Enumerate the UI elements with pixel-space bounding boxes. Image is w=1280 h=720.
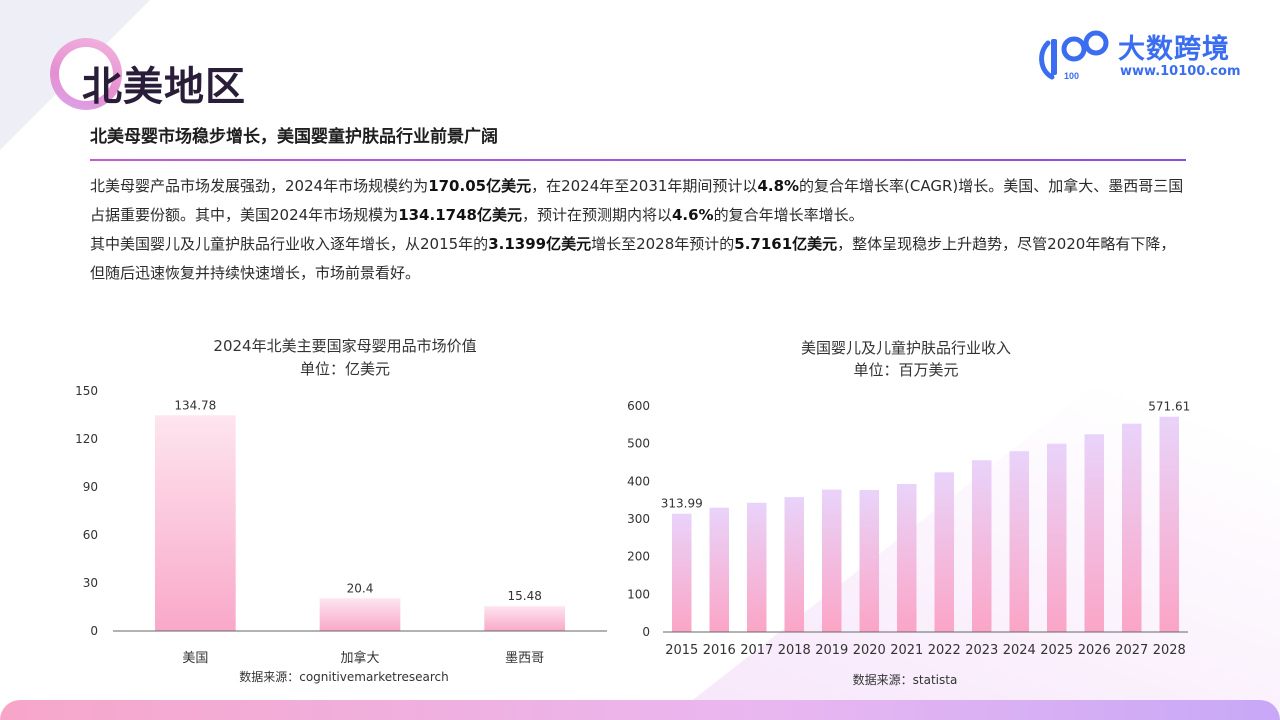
chart-left-title: 2024年北美主要国家母婴用品市场价值	[213, 337, 476, 355]
x-tick-label: 2022	[928, 643, 961, 658]
y-tick-label: 60	[83, 528, 98, 542]
x-tick-label: 2019	[815, 643, 848, 658]
data-label: 571.61	[1148, 400, 1190, 414]
data-label: 313.99	[661, 497, 703, 511]
paragraph-text: ，预计在预测期内将以	[521, 206, 672, 224]
highlight-figure: 5.7161亿美元	[734, 235, 838, 253]
x-tick-label: 2026	[1078, 643, 1111, 658]
x-tick-label: 美国	[182, 651, 208, 666]
section-divider	[90, 159, 1186, 161]
x-tick-label: 2017	[740, 643, 773, 658]
chart-left-source: 数据来源：cognitivemarketresearch	[239, 669, 449, 684]
chart-right-source: 数据来源：statista	[853, 672, 958, 687]
highlight-figure: 4.6%	[671, 206, 714, 224]
x-tick-label: 2024	[1003, 643, 1036, 658]
bar	[1047, 443, 1067, 632]
bar	[1009, 451, 1029, 632]
y-tick-label: 200	[627, 550, 650, 564]
x-tick-label: 墨西哥	[505, 651, 544, 666]
bar	[484, 606, 566, 631]
highlight-figure: 4.8%	[757, 177, 800, 195]
bar	[897, 483, 917, 632]
paragraph-text: ，在2024年至2031年期间预计以	[531, 177, 758, 195]
bar	[154, 415, 236, 631]
logo: 100 大数跨境 www.10100.com	[1038, 27, 1250, 83]
body-text: 北美母婴产品市场发展强劲，2024年市场规模约为170.05亿美元，在2024年…	[90, 172, 1190, 288]
paragraph-text: 的复合年增长率增长。	[713, 206, 864, 224]
x-tick-label: 2023	[965, 643, 998, 658]
chart-right-title: 美国婴儿及儿童护肤品行业收入	[801, 339, 1011, 357]
y-tick-label: 0	[642, 625, 650, 639]
x-tick-label: 2025	[1040, 643, 1073, 658]
page-title: 北美地区	[82, 64, 246, 110]
paragraph-text: 北美母婴产品市场发展强劲，2024年市场规模约为	[90, 177, 429, 195]
x-tick-label: 加拿大	[340, 650, 379, 666]
bar	[1084, 434, 1104, 632]
y-tick-label: 90	[83, 480, 98, 494]
paragraph-market-overview: 北美母婴产品市场发展强劲，2024年市场规模约为170.05亿美元，在2024年…	[90, 172, 1190, 230]
bar	[934, 472, 954, 632]
y-tick-label: 600	[627, 399, 650, 413]
data-label: 20.4	[347, 581, 374, 595]
y-tick-label: 150	[75, 384, 98, 398]
paragraph-text: ，整体呈现稳步上升趋势，尽管2020年略有下降，但随后迅速恢复并持续快速增长，市…	[90, 235, 1176, 282]
y-tick-label: 30	[83, 576, 98, 590]
bottom-accent-bar	[0, 700, 1280, 720]
highlight-figure: 134.1748亿美元	[398, 206, 522, 224]
data-label: 134.78	[174, 398, 216, 412]
y-tick-label: 500	[627, 437, 650, 451]
y-tick-label: 100	[627, 587, 650, 601]
x-tick-label: 2018	[778, 643, 811, 658]
bar	[784, 497, 804, 632]
bar	[1159, 416, 1179, 632]
section-subtitle: 北美母婴市场稳步增长，美国婴童护肤品行业前景广阔	[90, 127, 498, 147]
chart-us-skincare-revenue: 美国婴儿及儿童护肤品行业收入 单位：百万美元 0 100 200 300 400 500 6…	[627, 339, 1190, 687]
chart-left-unit: 单位：亿美元	[300, 360, 390, 378]
bar	[859, 489, 879, 632]
bar	[319, 598, 401, 631]
highlight-figure: 170.05亿美元	[428, 177, 532, 195]
logo-url-text: www.10100.com	[1120, 64, 1241, 79]
x-tick-label: 2015	[665, 643, 698, 658]
bar	[972, 460, 992, 632]
y-tick-label: 400	[627, 474, 650, 488]
chart-north-america-market-value: 2024年北美主要国家母婴用品市场价值 单位：亿美元 0 30 60 90 120 150…	[75, 337, 607, 684]
highlight-figure: 3.1399亿美元	[488, 235, 592, 253]
title-ring-decoration	[50, 38, 122, 110]
bar	[672, 513, 692, 632]
paragraph-text: 增长至2028年预计的	[591, 235, 735, 253]
y-tick-label: 300	[627, 512, 650, 526]
y-tick-label: 0	[90, 624, 98, 638]
x-tick-label: 2021	[890, 643, 923, 658]
bar	[747, 502, 767, 632]
bar	[822, 489, 842, 632]
x-tick-label: 2028	[1153, 643, 1186, 658]
bar	[1122, 423, 1142, 632]
x-tick-label: 2020	[853, 643, 886, 658]
y-tick-label: 120	[75, 432, 98, 446]
chart-right-unit: 单位：百万美元	[853, 361, 958, 379]
logo-brand-text: 大数跨境	[1118, 34, 1230, 65]
bar	[709, 507, 729, 632]
svg-text:100: 100	[1064, 71, 1079, 81]
paragraph-text: 的复合年增长率(CAGR)增长。美国、加拿大、墨西哥三国占据重要份额。其中，美国…	[90, 177, 1184, 224]
data-label: 15.48	[507, 589, 541, 603]
paragraph-text: 其中美国婴儿及儿童护肤品行业收入逐年增长，从2015年的	[90, 235, 489, 253]
paragraph-skincare-revenue: 其中美国婴儿及儿童护肤品行业收入逐年增长，从2015年的3.1399亿美元增长至…	[90, 230, 1190, 288]
logo-mark-icon: 100	[1039, 30, 1109, 81]
x-tick-label: 2016	[703, 643, 736, 658]
x-tick-label: 2027	[1115, 643, 1148, 658]
